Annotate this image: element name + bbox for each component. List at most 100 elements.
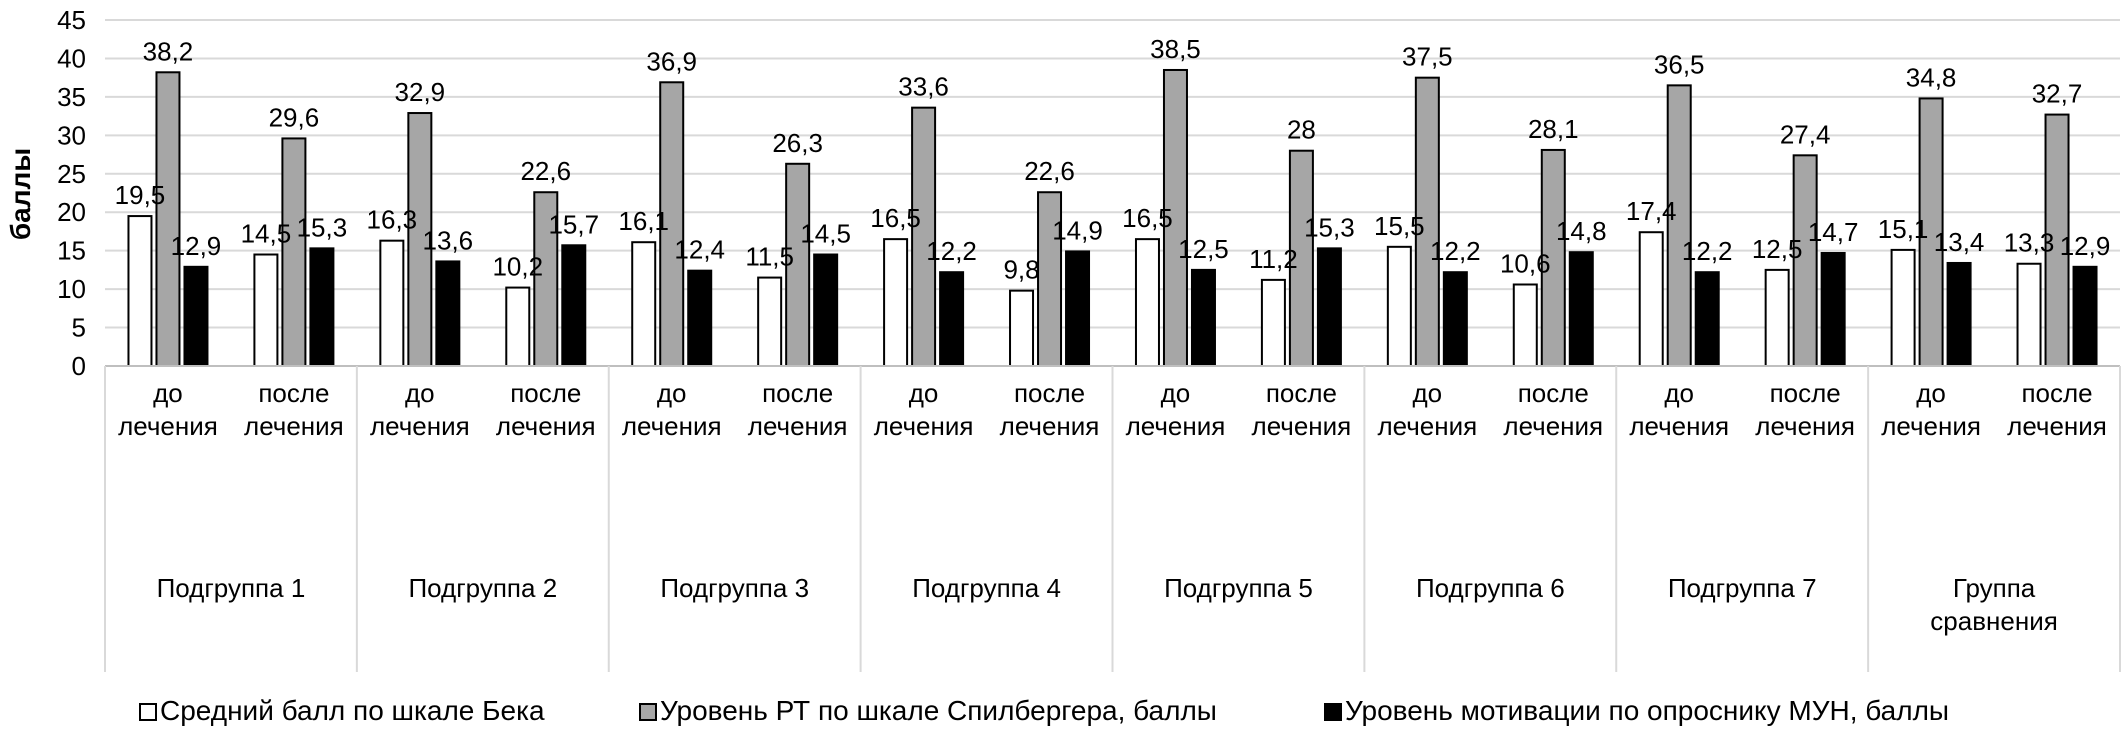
- bar-series-0-cat-9: [1260, 278, 1286, 367]
- bar-series-2-cat-8: [1190, 268, 1216, 367]
- data-label: 12,2: [926, 236, 977, 266]
- x-group-label: Подгруппа 5: [1164, 573, 1313, 603]
- bar-series-0-cat-12: [1638, 231, 1664, 367]
- x-group-label: Подгруппа 3: [660, 573, 809, 603]
- data-label: 15,3: [1304, 212, 1355, 242]
- bar-series-0-cat-0: [127, 215, 153, 367]
- data-label: 27,4: [1780, 119, 1831, 149]
- bar-series-2-cat-11: [1568, 251, 1594, 367]
- data-label: 29,6: [269, 102, 320, 132]
- data-label: 15,3: [297, 212, 348, 242]
- data-label: 12,2: [1682, 236, 1733, 266]
- data-label: 12,5: [1178, 234, 1229, 264]
- data-label: 28: [1287, 115, 1316, 145]
- bar-series-2-cat-0: [183, 265, 209, 367]
- data-label: 10,6: [1500, 248, 1551, 278]
- data-label: 38,2: [143, 36, 194, 66]
- x-subcategory-label: до: [1664, 378, 1694, 408]
- legend-swatch: [1324, 703, 1342, 721]
- data-label: 10,2: [492, 252, 543, 282]
- y-tick-label: 25: [57, 159, 86, 189]
- bar-series-2-cat-6: [939, 271, 965, 367]
- x-subcategory-label: лечения: [1000, 411, 1100, 441]
- bar-series-2-cat-1: [309, 247, 335, 367]
- bar-series-0-cat-1: [253, 253, 279, 367]
- legend-swatch: [139, 703, 157, 721]
- bar-series-0-cat-14: [1890, 248, 1916, 367]
- data-label: 34,8: [1906, 62, 1957, 92]
- y-tick-label: 5: [72, 313, 86, 343]
- y-tick-label: 30: [57, 120, 86, 150]
- data-label: 28,1: [1528, 114, 1579, 144]
- data-label: 14,5: [241, 219, 292, 249]
- x-subcategory-label: лечения: [244, 411, 344, 441]
- data-label: 15,1: [1878, 214, 1929, 244]
- x-subcategory-label: лечения: [1377, 411, 1477, 441]
- data-label: 33,6: [898, 72, 949, 102]
- data-label: 13,6: [423, 225, 474, 255]
- bar-series-0-cat-10: [1386, 245, 1412, 367]
- x-group-label: сравнения: [1930, 606, 2058, 636]
- x-subcategory-label: лечения: [496, 411, 596, 441]
- data-label: 12,9: [2060, 231, 2111, 261]
- x-subcategory-label: лечения: [118, 411, 218, 441]
- data-label: 12,5: [1752, 234, 1803, 264]
- x-subcategory-label: после: [2021, 378, 2092, 408]
- x-subcategory-label: до: [657, 378, 687, 408]
- x-subcategory-label: до: [1413, 378, 1443, 408]
- x-axis: долеченияпослелечениядолеченияпослелечен…: [104, 365, 2121, 672]
- data-label: 14,5: [800, 219, 851, 249]
- x-group-label: Подгруппа 7: [1668, 573, 1817, 603]
- y-tick-label: 15: [57, 236, 86, 266]
- bar-series-2-cat-3: [561, 244, 587, 367]
- legend-label: Уровень мотивации по опроснику МУН, балл…: [1345, 695, 1949, 726]
- data-label: 16,5: [1122, 203, 1173, 233]
- y-tick-label: 10: [57, 274, 86, 304]
- bar-series-2-cat-7: [1065, 250, 1091, 368]
- y-axis-ticks: 0 5 10 15 20 25 30 35 40 45: [57, 5, 86, 381]
- data-label: 19,5: [115, 180, 166, 210]
- x-group-label: Подгруппа 4: [912, 573, 1061, 603]
- bar-series-0-cat-11: [1512, 283, 1538, 367]
- bar-series-1-cat-1: [281, 137, 307, 367]
- data-label: 37,5: [1402, 42, 1453, 72]
- y-tick-label: 35: [57, 82, 86, 112]
- data-label: 11,2: [1249, 244, 1298, 274]
- y-tick-label: 45: [57, 5, 86, 35]
- bar-series-0-cat-4: [631, 241, 657, 368]
- bar-series-0-cat-13: [1764, 268, 1790, 367]
- data-label: 16,5: [870, 203, 921, 233]
- x-subcategory-label: лечения: [1503, 411, 1603, 441]
- data-label: 26,3: [772, 128, 823, 158]
- x-subcategory-label: до: [1161, 378, 1191, 408]
- x-subcategory-label: лечения: [2007, 411, 2107, 441]
- x-group-label: Подгруппа 2: [408, 573, 557, 603]
- data-label: 14,8: [1556, 216, 1607, 246]
- x-subcategory-label: лечения: [370, 411, 470, 441]
- data-label: 13,3: [2004, 228, 2055, 258]
- y-tick-label: 0: [72, 351, 86, 381]
- bar-series-2-cat-12: [1694, 271, 1720, 367]
- x-subcategory-label: до: [1916, 378, 1946, 408]
- data-label: 38,5: [1150, 34, 1201, 64]
- x-subcategory-label: после: [1518, 378, 1589, 408]
- x-group-label: Группа: [1953, 573, 2036, 603]
- data-label: 9,8: [1003, 255, 1039, 285]
- bar-series-1-cat-0: [155, 71, 181, 367]
- bar-series-2-cat-5: [813, 253, 839, 367]
- legend: Средний балл по шкале Бека Уровень РТ по …: [139, 695, 1949, 726]
- y-tick-label: 20: [57, 197, 86, 227]
- legend-swatch: [639, 703, 657, 721]
- data-label: 36,9: [646, 46, 697, 76]
- bar-series-0-cat-8: [1134, 238, 1160, 367]
- x-subcategory-label: до: [153, 378, 183, 408]
- bar-series-2-cat-14: [1946, 261, 1972, 368]
- data-label: 32,7: [2032, 79, 2083, 109]
- x-subcategory-label: после: [1266, 378, 1337, 408]
- x-subcategory-label: после: [510, 378, 581, 408]
- x-subcategory-label: после: [258, 378, 329, 408]
- data-label: 11,5: [745, 242, 794, 272]
- x-subcategory-label: лечения: [1629, 411, 1729, 441]
- data-label: 22,6: [520, 156, 571, 186]
- data-label: 14,7: [1808, 217, 1859, 247]
